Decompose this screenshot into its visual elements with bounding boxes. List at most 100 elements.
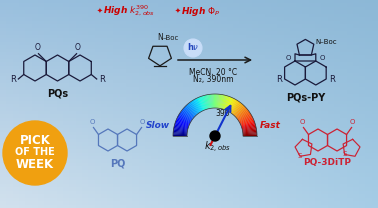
Bar: [284, 141, 291, 146]
Bar: [284, 13, 291, 17]
Bar: [107, 96, 115, 100]
Bar: [113, 131, 121, 135]
Bar: [101, 131, 108, 135]
Bar: [328, 51, 335, 56]
Bar: [82, 86, 89, 90]
Bar: [353, 148, 360, 152]
Bar: [290, 145, 297, 149]
Bar: [252, 197, 259, 201]
Bar: [158, 193, 165, 198]
Bar: [220, 110, 228, 114]
Wedge shape: [243, 133, 257, 135]
Bar: [120, 134, 127, 139]
Bar: [258, 16, 266, 21]
Bar: [76, 162, 83, 166]
Bar: [321, 152, 328, 156]
Bar: [126, 158, 133, 163]
Bar: [164, 124, 171, 128]
Bar: [359, 155, 366, 160]
Bar: [113, 120, 121, 125]
Bar: [44, 51, 51, 56]
Bar: [183, 158, 190, 163]
Bar: [164, 34, 171, 38]
Bar: [101, 20, 108, 24]
Bar: [252, 93, 259, 97]
Bar: [340, 93, 347, 97]
Bar: [246, 158, 253, 163]
Bar: [271, 23, 278, 28]
Bar: [271, 100, 278, 104]
Bar: [69, 82, 77, 87]
Bar: [220, 172, 228, 177]
Bar: [76, 82, 83, 87]
Bar: [366, 165, 373, 170]
Bar: [101, 138, 108, 142]
Bar: [265, 65, 272, 69]
Bar: [195, 48, 203, 52]
Bar: [63, 68, 70, 73]
Bar: [101, 44, 108, 48]
Bar: [347, 44, 354, 48]
Bar: [57, 23, 64, 28]
Bar: [183, 100, 190, 104]
Bar: [265, 169, 272, 173]
Bar: [177, 124, 184, 128]
Wedge shape: [243, 135, 257, 136]
Bar: [94, 37, 102, 42]
Bar: [271, 204, 278, 208]
Bar: [321, 120, 328, 125]
Bar: [132, 176, 139, 180]
Bar: [359, 162, 366, 166]
Bar: [170, 72, 177, 76]
Bar: [239, 68, 247, 73]
Bar: [113, 179, 121, 184]
Bar: [258, 93, 266, 97]
Bar: [302, 186, 310, 191]
Bar: [69, 100, 77, 104]
Bar: [359, 9, 366, 14]
Bar: [139, 6, 146, 10]
Bar: [246, 103, 253, 108]
Bar: [170, 13, 177, 17]
Bar: [290, 134, 297, 139]
Bar: [246, 16, 253, 21]
Bar: [88, 124, 96, 128]
Bar: [6, 172, 14, 177]
Bar: [44, 169, 51, 173]
Bar: [315, 20, 322, 24]
Bar: [296, 141, 304, 146]
Bar: [50, 79, 58, 83]
Bar: [214, 75, 222, 80]
Bar: [189, 186, 196, 191]
Bar: [233, 204, 240, 208]
Bar: [82, 51, 89, 56]
Bar: [340, 100, 347, 104]
Bar: [126, 106, 133, 111]
Text: MeCN, 20 °C: MeCN, 20 °C: [189, 68, 237, 77]
Bar: [366, 2, 373, 7]
Bar: [359, 100, 366, 104]
Bar: [126, 16, 133, 21]
Bar: [177, 193, 184, 198]
Bar: [31, 131, 39, 135]
Bar: [347, 138, 354, 142]
Bar: [82, 89, 89, 94]
Bar: [63, 145, 70, 149]
Bar: [19, 27, 26, 31]
Bar: [6, 68, 14, 73]
Bar: [88, 82, 96, 87]
Bar: [107, 204, 115, 208]
Bar: [25, 82, 33, 87]
Bar: [132, 0, 139, 4]
Bar: [233, 27, 240, 31]
Bar: [63, 131, 70, 135]
Bar: [340, 89, 347, 94]
Bar: [347, 89, 354, 94]
Bar: [372, 200, 378, 204]
Bar: [321, 204, 328, 208]
Bar: [340, 124, 347, 128]
Wedge shape: [187, 104, 197, 115]
Bar: [170, 86, 177, 90]
Bar: [309, 190, 316, 194]
Bar: [321, 169, 328, 173]
